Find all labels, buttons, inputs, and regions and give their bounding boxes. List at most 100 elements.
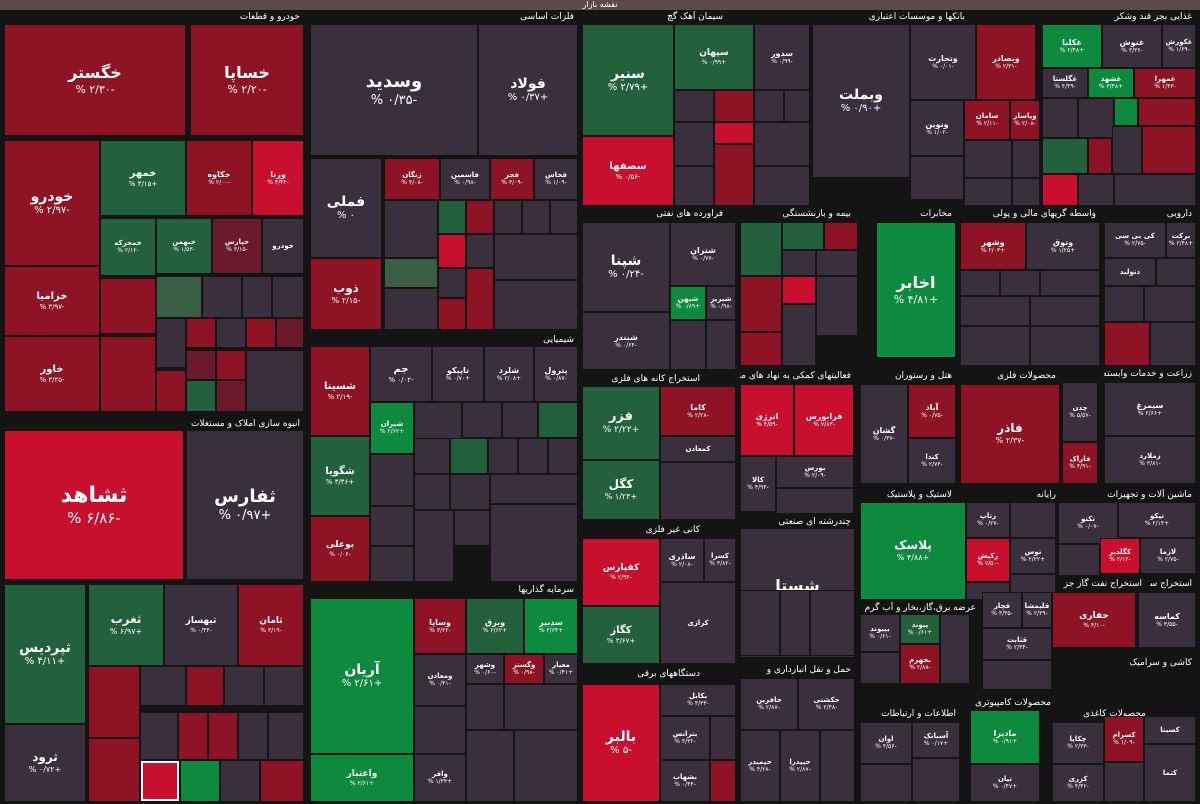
tile-a9[interactable] [208, 712, 238, 760]
tile-o10[interactable] [912, 758, 960, 802]
sector-label-kashi[interactable]: کاشی و سرامیک [1129, 658, 1192, 668]
tile-x8[interactable] [186, 318, 216, 348]
tile-c10[interactable] [548, 438, 578, 474]
tile-o7[interactable] [710, 760, 736, 802]
sector-label-felezat[interactable]: فلزات اساسی [520, 12, 574, 22]
tile-i5[interactable] [816, 250, 858, 276]
tile-kemaden[interactable]: کمعادن [660, 436, 736, 462]
sector-label-kaghazi[interactable]: محصولات کاغذی [1082, 709, 1146, 719]
tile-balbar[interactable]: بالبر -۵ % [582, 684, 660, 802]
tile-shelard[interactable]: شلرد +۲/۰۸ % [484, 346, 534, 402]
tile-y5[interactable] [522, 200, 550, 234]
tile-x9[interactable] [216, 318, 246, 348]
tile-x14[interactable] [216, 350, 246, 380]
tile-d3[interactable] [1144, 286, 1196, 322]
tile-taban[interactable]: تیان +۰/۴۷ % [970, 764, 1040, 802]
tile-c11[interactable] [370, 506, 414, 546]
tile-g4[interactable] [1138, 98, 1196, 126]
tile-ghafar[interactable]: قچار -۴/۴۵ % [982, 592, 1022, 628]
tile-zob[interactable]: ذوب -۲/۱۵ % [310, 258, 382, 330]
tile-kagol[interactable]: کگل +۱/۲۳ % [582, 460, 660, 520]
tile-y15[interactable] [494, 280, 578, 330]
tile-ekhabar[interactable]: اخابر +۴/۸۱ % [876, 222, 956, 358]
tile-e1[interactable] [660, 462, 736, 520]
tile-khpars[interactable]: خپارس -۳/۱۵ % [212, 218, 262, 274]
sector-label-rayane[interactable]: رایانه [1036, 490, 1056, 500]
tile-v1[interactable] [960, 270, 1000, 296]
sector-label-hotel[interactable]: هتل و رستوران [894, 371, 952, 381]
tile-n1[interactable] [670, 320, 706, 370]
tile-vestoor[interactable]: وشهر -۰/۶۰ % [466, 654, 504, 684]
tile-y6[interactable] [550, 200, 578, 234]
tile-khbahman[interactable]: خبهمن -۱/۵۳ % [156, 218, 212, 274]
tile-sodor[interactable]: سدور -۰/۹۹ % [754, 24, 810, 90]
tile-lazima[interactable]: لازما -۲/۷۵ % [1140, 538, 1196, 574]
tile-foolad[interactable]: فولاد +۰/۳۷ % [478, 24, 578, 156]
tile-vebsader[interactable]: وبصادر -۲/۳۱ % [976, 24, 1036, 100]
tile-safars[interactable]: ثفارس +۰/۹۷ % [186, 430, 304, 580]
tile-s1[interactable] [674, 90, 714, 122]
tile-kegeldir[interactable]: کگلدیر -۲/۱۲ % [1100, 538, 1140, 574]
tile-o11[interactable] [1104, 762, 1144, 802]
tile-ghapal[interactable]: قثابت -۲/۳۴ % [982, 628, 1052, 660]
sector-label-sayer[interactable]: استخراج سایر [1150, 579, 1192, 589]
tile-y2[interactable] [438, 200, 466, 234]
tile-varna[interactable]: ورنا -۴/۴۲ % [252, 140, 304, 216]
tile-shahed[interactable]: ثشاهد -۶/۸۶ % [4, 430, 184, 580]
tile-kesina[interactable]: کسینا [1144, 716, 1196, 744]
tile-o3[interactable] [504, 684, 578, 730]
tile-tapiko[interactable]: تاپیکو +۰/۷۰ % [432, 346, 484, 402]
tile-vesahm[interactable]: وشهر +۲/۰۳ % [960, 222, 1026, 270]
tile-s6[interactable] [714, 122, 754, 144]
sector-label-chand[interactable]: چندرشته ای صنعتی [778, 517, 851, 527]
tile-y3[interactable] [466, 200, 494, 234]
tile-sagharb[interactable]: ثغرب +۶/۹۷ % [88, 584, 164, 666]
tile-beeepbar[interactable]: بپیوند -۰/۶۱ % [860, 614, 900, 652]
tile-ketama[interactable]: کتما [1144, 744, 1196, 802]
sector-label-kani[interactable]: کانی غیر فلزی [645, 525, 700, 535]
sector-label-zeraat[interactable]: زراعت و خدمات وابسته [1104, 369, 1192, 379]
sector-label-komaki[interactable]: فعالیتهای کمکی به نهاد های مالی [740, 371, 851, 381]
tile-shiran[interactable]: شیران +۲/۶۲ % [370, 402, 414, 454]
tile-b5[interactable] [1012, 178, 1040, 206]
tile-a8[interactable] [178, 712, 208, 760]
sector-label-ghazaei[interactable]: غذایی بجز قند وشکر [1114, 12, 1192, 22]
tile-g9[interactable] [1042, 174, 1078, 206]
tile-fasmin[interactable]: فاسمین -۰/۹۸ % [440, 158, 490, 200]
tile-y4[interactable] [494, 200, 522, 234]
sector-label-naft[interactable]: فراورده های نفتی [656, 209, 723, 219]
tile-saman[interactable]: سامان -۲/۱۱ % [964, 100, 1010, 140]
tile-khchrkhsh[interactable]: خمحرکه -۲/۱۲ % [100, 218, 156, 276]
tile-vebrog[interactable]: وبرق +۲/۶۲ % [466, 598, 524, 654]
tile-y12[interactable] [438, 268, 466, 298]
tile-a7[interactable] [140, 712, 178, 760]
tile-b2[interactable] [964, 140, 1012, 178]
sector-label-etelaat[interactable]: اطلاعات و ارتباطات [881, 709, 956, 719]
tile-c14[interactable] [490, 474, 578, 504]
sector-label-anbooh[interactable]: انبوه سازی املاک و مستغلات [190, 419, 300, 429]
tile-chakapa[interactable]: چکاپا -۲/۳۳ % [1052, 722, 1104, 764]
sector-label-daroo[interactable]: دارویی [1166, 209, 1192, 219]
tile-i4[interactable] [782, 250, 816, 276]
tile-sadbir[interactable]: سدبیر +۲/۶۴ % [524, 598, 578, 654]
tile-dtolid[interactable]: دتولید [1104, 258, 1156, 286]
tile-bekabl[interactable]: بکابل -۴/۳۳ % [660, 684, 736, 716]
tile-khodro[interactable]: خودرو -۲/۹۷ % [4, 140, 100, 266]
tile-d4[interactable] [1104, 322, 1150, 366]
tile-g7[interactable] [1112, 126, 1142, 174]
tile-sapardis[interactable]: ثپردیس +۴/۱۱ % [4, 584, 86, 724]
tile-x6[interactable] [100, 336, 156, 412]
tile-jam[interactable]: جم -۰/۰۲ % [370, 346, 432, 402]
tile-vasapa[interactable]: وساپا -۳/۲۲ % [414, 598, 466, 654]
tile-y14[interactable] [466, 268, 494, 330]
tile-bp2[interactable] [940, 614, 970, 684]
tile-khmehr[interactable]: خمهر +۴/۱۵ % [100, 140, 186, 216]
tile-n2[interactable] [706, 320, 736, 370]
tile-x15[interactable] [246, 350, 304, 412]
tile-hakeshti[interactable]: حکشتی -۲/۴۸ % [798, 678, 855, 730]
tile-vebank[interactable]: ونوین -۱/۰۲ % [910, 100, 964, 156]
tile-vegostar[interactable]: وگستر -۰/۹۸ % [504, 654, 544, 684]
tile-b1[interactable] [910, 156, 964, 200]
tile-saaman[interactable]: ثامان -۳/۱۹ % [238, 584, 304, 666]
tile-x17[interactable] [216, 380, 246, 412]
